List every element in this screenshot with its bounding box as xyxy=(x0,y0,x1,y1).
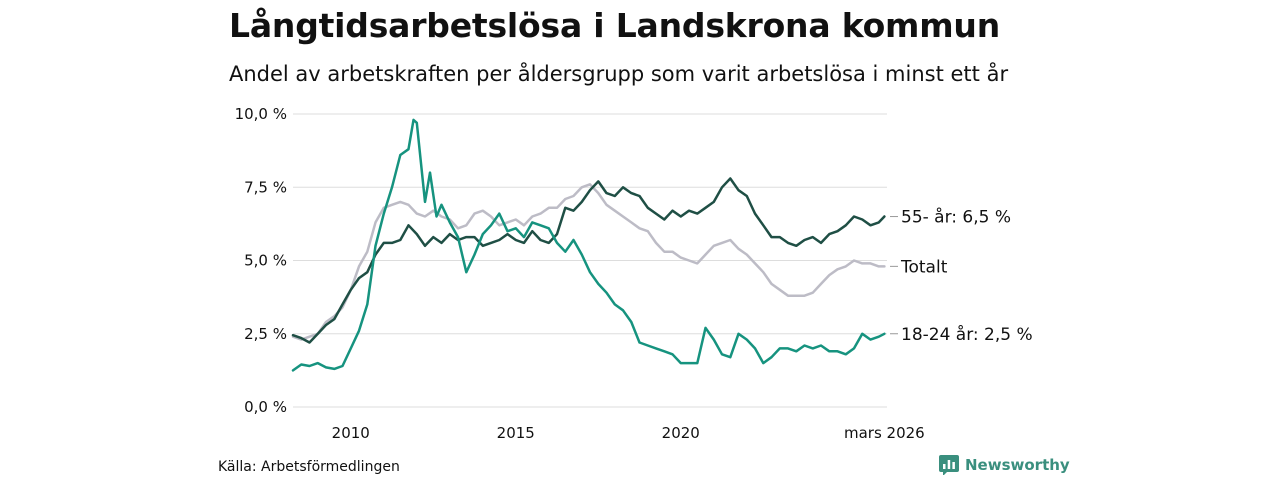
y-axis: 0,0 % 2,5 % 5,0 % 7,5 % 10,0 % xyxy=(235,105,287,416)
gridlines xyxy=(293,113,887,408)
series-end-label-young: 18-24 år: 2,5 % xyxy=(901,324,1033,345)
brand-name: Newsworthy xyxy=(965,456,1070,474)
y-tick-label: 0,0 % xyxy=(244,398,287,416)
x-tick-label: mars 2026 xyxy=(844,424,925,442)
series-lines xyxy=(291,118,886,372)
series-line-total xyxy=(291,183,886,341)
x-tick-label: 2015 xyxy=(497,424,535,442)
chart-title: Långtidsarbetslösa i Landskrona kommun xyxy=(229,6,1000,45)
series-end-label-older: 55- år: 6,5 % xyxy=(901,207,1011,228)
y-tick-label: 10,0 % xyxy=(235,105,287,123)
newsworthy-logo-icon xyxy=(939,455,959,475)
series-end-labels: 55- år: 6,5 % Totalt 18-24 år: 2,5 % xyxy=(890,207,1033,345)
y-tick-label: 5,0 % xyxy=(244,252,287,270)
source-note: Källa: Arbetsförmedlingen xyxy=(218,459,400,475)
series-line-young xyxy=(291,118,886,372)
chart-subtitle: Andel av arbetskraften per åldersgrupp s… xyxy=(229,62,1009,86)
y-tick-label: 7,5 % xyxy=(244,178,287,196)
series-line-older xyxy=(291,177,886,344)
brand-logo: Newsworthy xyxy=(939,455,1070,475)
x-tick-label: 2020 xyxy=(662,424,700,442)
x-axis: 2010 2015 2020 mars 2026 xyxy=(332,424,925,442)
series-end-label-total: Totalt xyxy=(900,257,948,277)
y-tick-label: 2,5 % xyxy=(244,325,287,343)
x-tick-label: 2010 xyxy=(332,424,370,442)
